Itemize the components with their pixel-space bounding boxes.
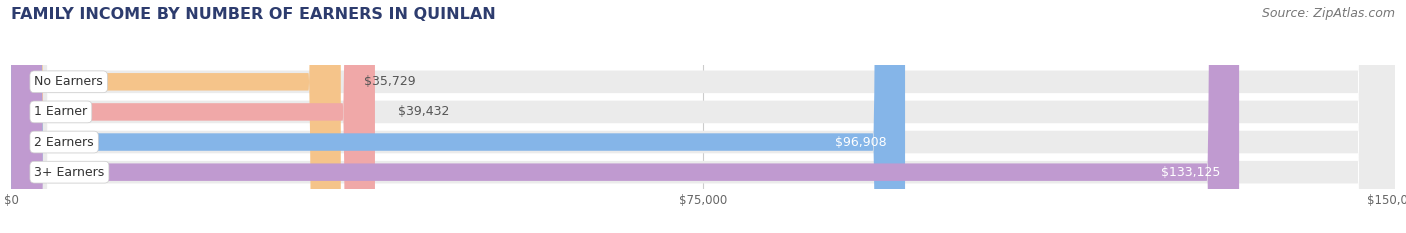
Text: $39,432: $39,432 [398,105,450,118]
Text: $96,908: $96,908 [835,136,887,149]
FancyBboxPatch shape [11,0,1395,233]
Text: 1 Earner: 1 Earner [34,105,87,118]
Text: $35,729: $35,729 [364,75,415,88]
Text: $133,125: $133,125 [1161,166,1220,179]
Text: Source: ZipAtlas.com: Source: ZipAtlas.com [1261,7,1395,20]
FancyBboxPatch shape [11,0,1395,233]
FancyBboxPatch shape [11,0,340,233]
FancyBboxPatch shape [11,0,905,233]
FancyBboxPatch shape [11,0,375,233]
FancyBboxPatch shape [11,0,1395,233]
Text: No Earners: No Earners [34,75,103,88]
FancyBboxPatch shape [11,0,1395,233]
Text: FAMILY INCOME BY NUMBER OF EARNERS IN QUINLAN: FAMILY INCOME BY NUMBER OF EARNERS IN QU… [11,7,496,22]
FancyBboxPatch shape [11,0,1239,233]
Text: 3+ Earners: 3+ Earners [34,166,104,179]
Text: 2 Earners: 2 Earners [34,136,94,149]
